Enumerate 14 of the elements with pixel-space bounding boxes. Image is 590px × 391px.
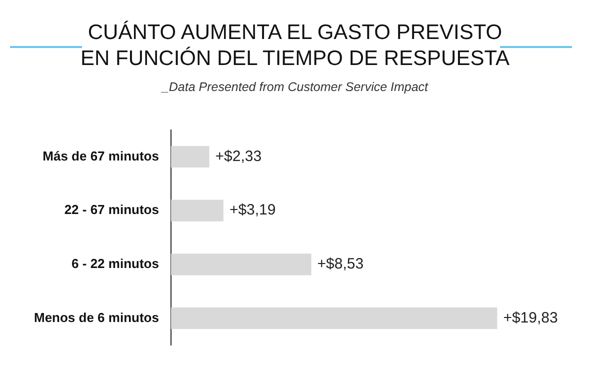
chart-title: CUÁNTO AUMENTA EL GASTO PREVISTO EN FUNCIÓN DEL TIEMPO DE RESPUESTA bbox=[79, 20, 510, 72]
data-label: +$2,33 bbox=[215, 148, 262, 165]
data-label: +$8,53 bbox=[317, 256, 364, 273]
y-tick-label: 22 - 67 minutos bbox=[64, 202, 159, 218]
chart-subtitle: _Data Presented from Customer Service Impact bbox=[160, 80, 430, 94]
y-tick-label: Más de 67 minutos bbox=[42, 148, 159, 164]
bar bbox=[170, 308, 498, 330]
bar bbox=[170, 200, 224, 222]
y-tick-label: 6 - 22 minutos bbox=[72, 256, 159, 272]
bar bbox=[170, 254, 312, 276]
bar bbox=[170, 146, 210, 168]
data-label: +$19,83 bbox=[503, 309, 558, 326]
y-tick-label: Menos de 6 minutos bbox=[34, 310, 159, 325]
data-label: +$3,19 bbox=[229, 202, 276, 219]
